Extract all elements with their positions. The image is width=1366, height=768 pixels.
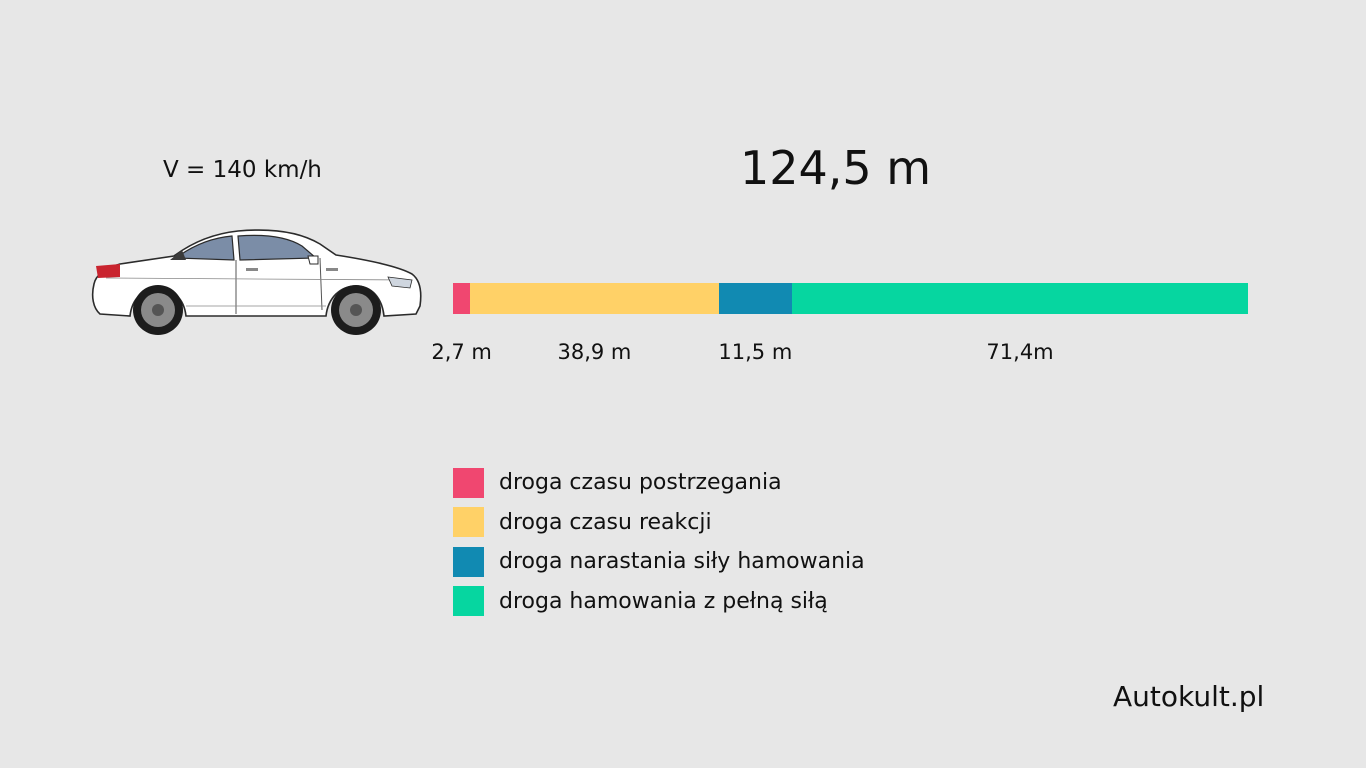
bar-segment-2 bbox=[470, 283, 719, 314]
legend-item-1: droga czasu postrzegania bbox=[453, 467, 865, 498]
stacked-distance-bar bbox=[453, 283, 1248, 314]
legend-item-4: droga hamowania z pełną siłą bbox=[453, 586, 865, 617]
bar-segment-1 bbox=[453, 283, 471, 314]
bar-segment-3 bbox=[718, 283, 793, 314]
segment-label-2: 38,9 m bbox=[557, 340, 632, 364]
segment-label-1: 2,7 m bbox=[431, 340, 492, 364]
legend-label: droga czasu postrzegania bbox=[499, 470, 782, 495]
legend-swatch bbox=[453, 507, 484, 537]
brand-logo-text: Autokult.pl bbox=[1113, 680, 1265, 713]
legend-item-3: droga narastania siły hamowania bbox=[453, 546, 865, 577]
legend-swatch bbox=[453, 586, 484, 616]
legend-label: droga hamowania z pełną siłą bbox=[499, 588, 828, 614]
legend-swatch bbox=[453, 467, 484, 498]
segment-label-4: 71,4m bbox=[986, 340, 1054, 364]
legend-item-2: droga czasu reakcji bbox=[453, 507, 865, 538]
chart-legend: droga czasu postrzegania droga czasu reak… bbox=[453, 467, 865, 625]
speed-label: V = 140 km/h bbox=[163, 157, 322, 183]
legend-label: droga czasu reakcji bbox=[499, 509, 712, 535]
bar-segment-4 bbox=[792, 283, 1248, 314]
segment-label-3: 11,5 m bbox=[718, 340, 793, 364]
legend-label: droga narastania siły hamowania bbox=[499, 549, 865, 574]
total-distance-label: 124,5 m bbox=[740, 141, 932, 195]
legend-swatch bbox=[453, 546, 484, 577]
car-side-icon bbox=[91, 229, 422, 335]
